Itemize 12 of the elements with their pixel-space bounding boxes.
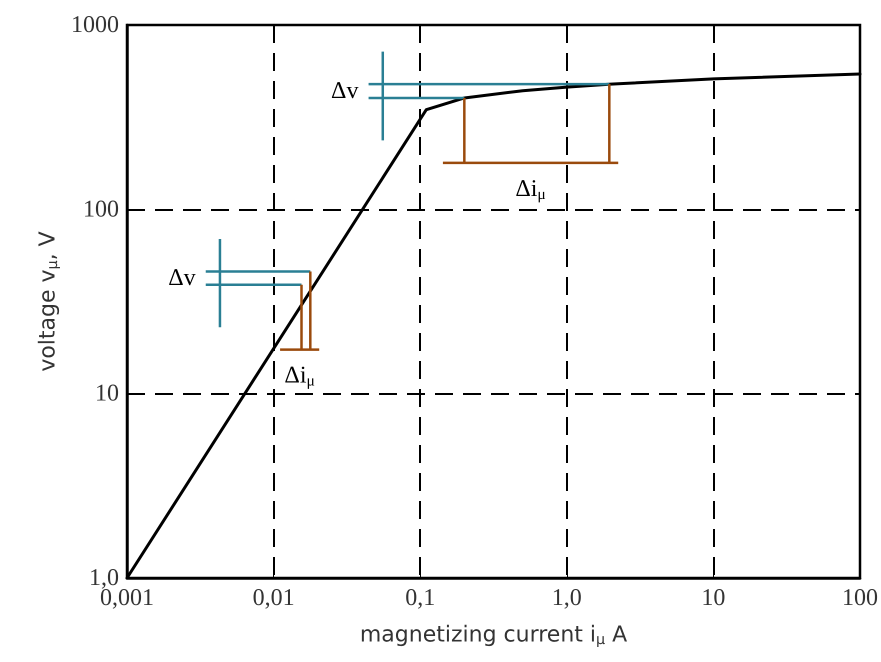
y-tick-label: 1000 (71, 12, 119, 38)
x-tick-label: 0,01 (252, 585, 295, 611)
y-axis-title: voltage vμ, V (36, 231, 62, 372)
y-tick-label: 100 (83, 196, 119, 222)
x-tick-label: 0,1 (405, 585, 436, 611)
annotation: Δv (331, 78, 358, 104)
x-tick-label: 1,0 (552, 585, 582, 611)
x-tick-label: 100 (842, 585, 878, 611)
x-tick-label: 10 (701, 585, 726, 611)
y-tick-label: 10 (95, 380, 119, 407)
annotation: Δv (168, 265, 196, 292)
x-axis-title: magnetizing current iμ A (360, 622, 628, 648)
